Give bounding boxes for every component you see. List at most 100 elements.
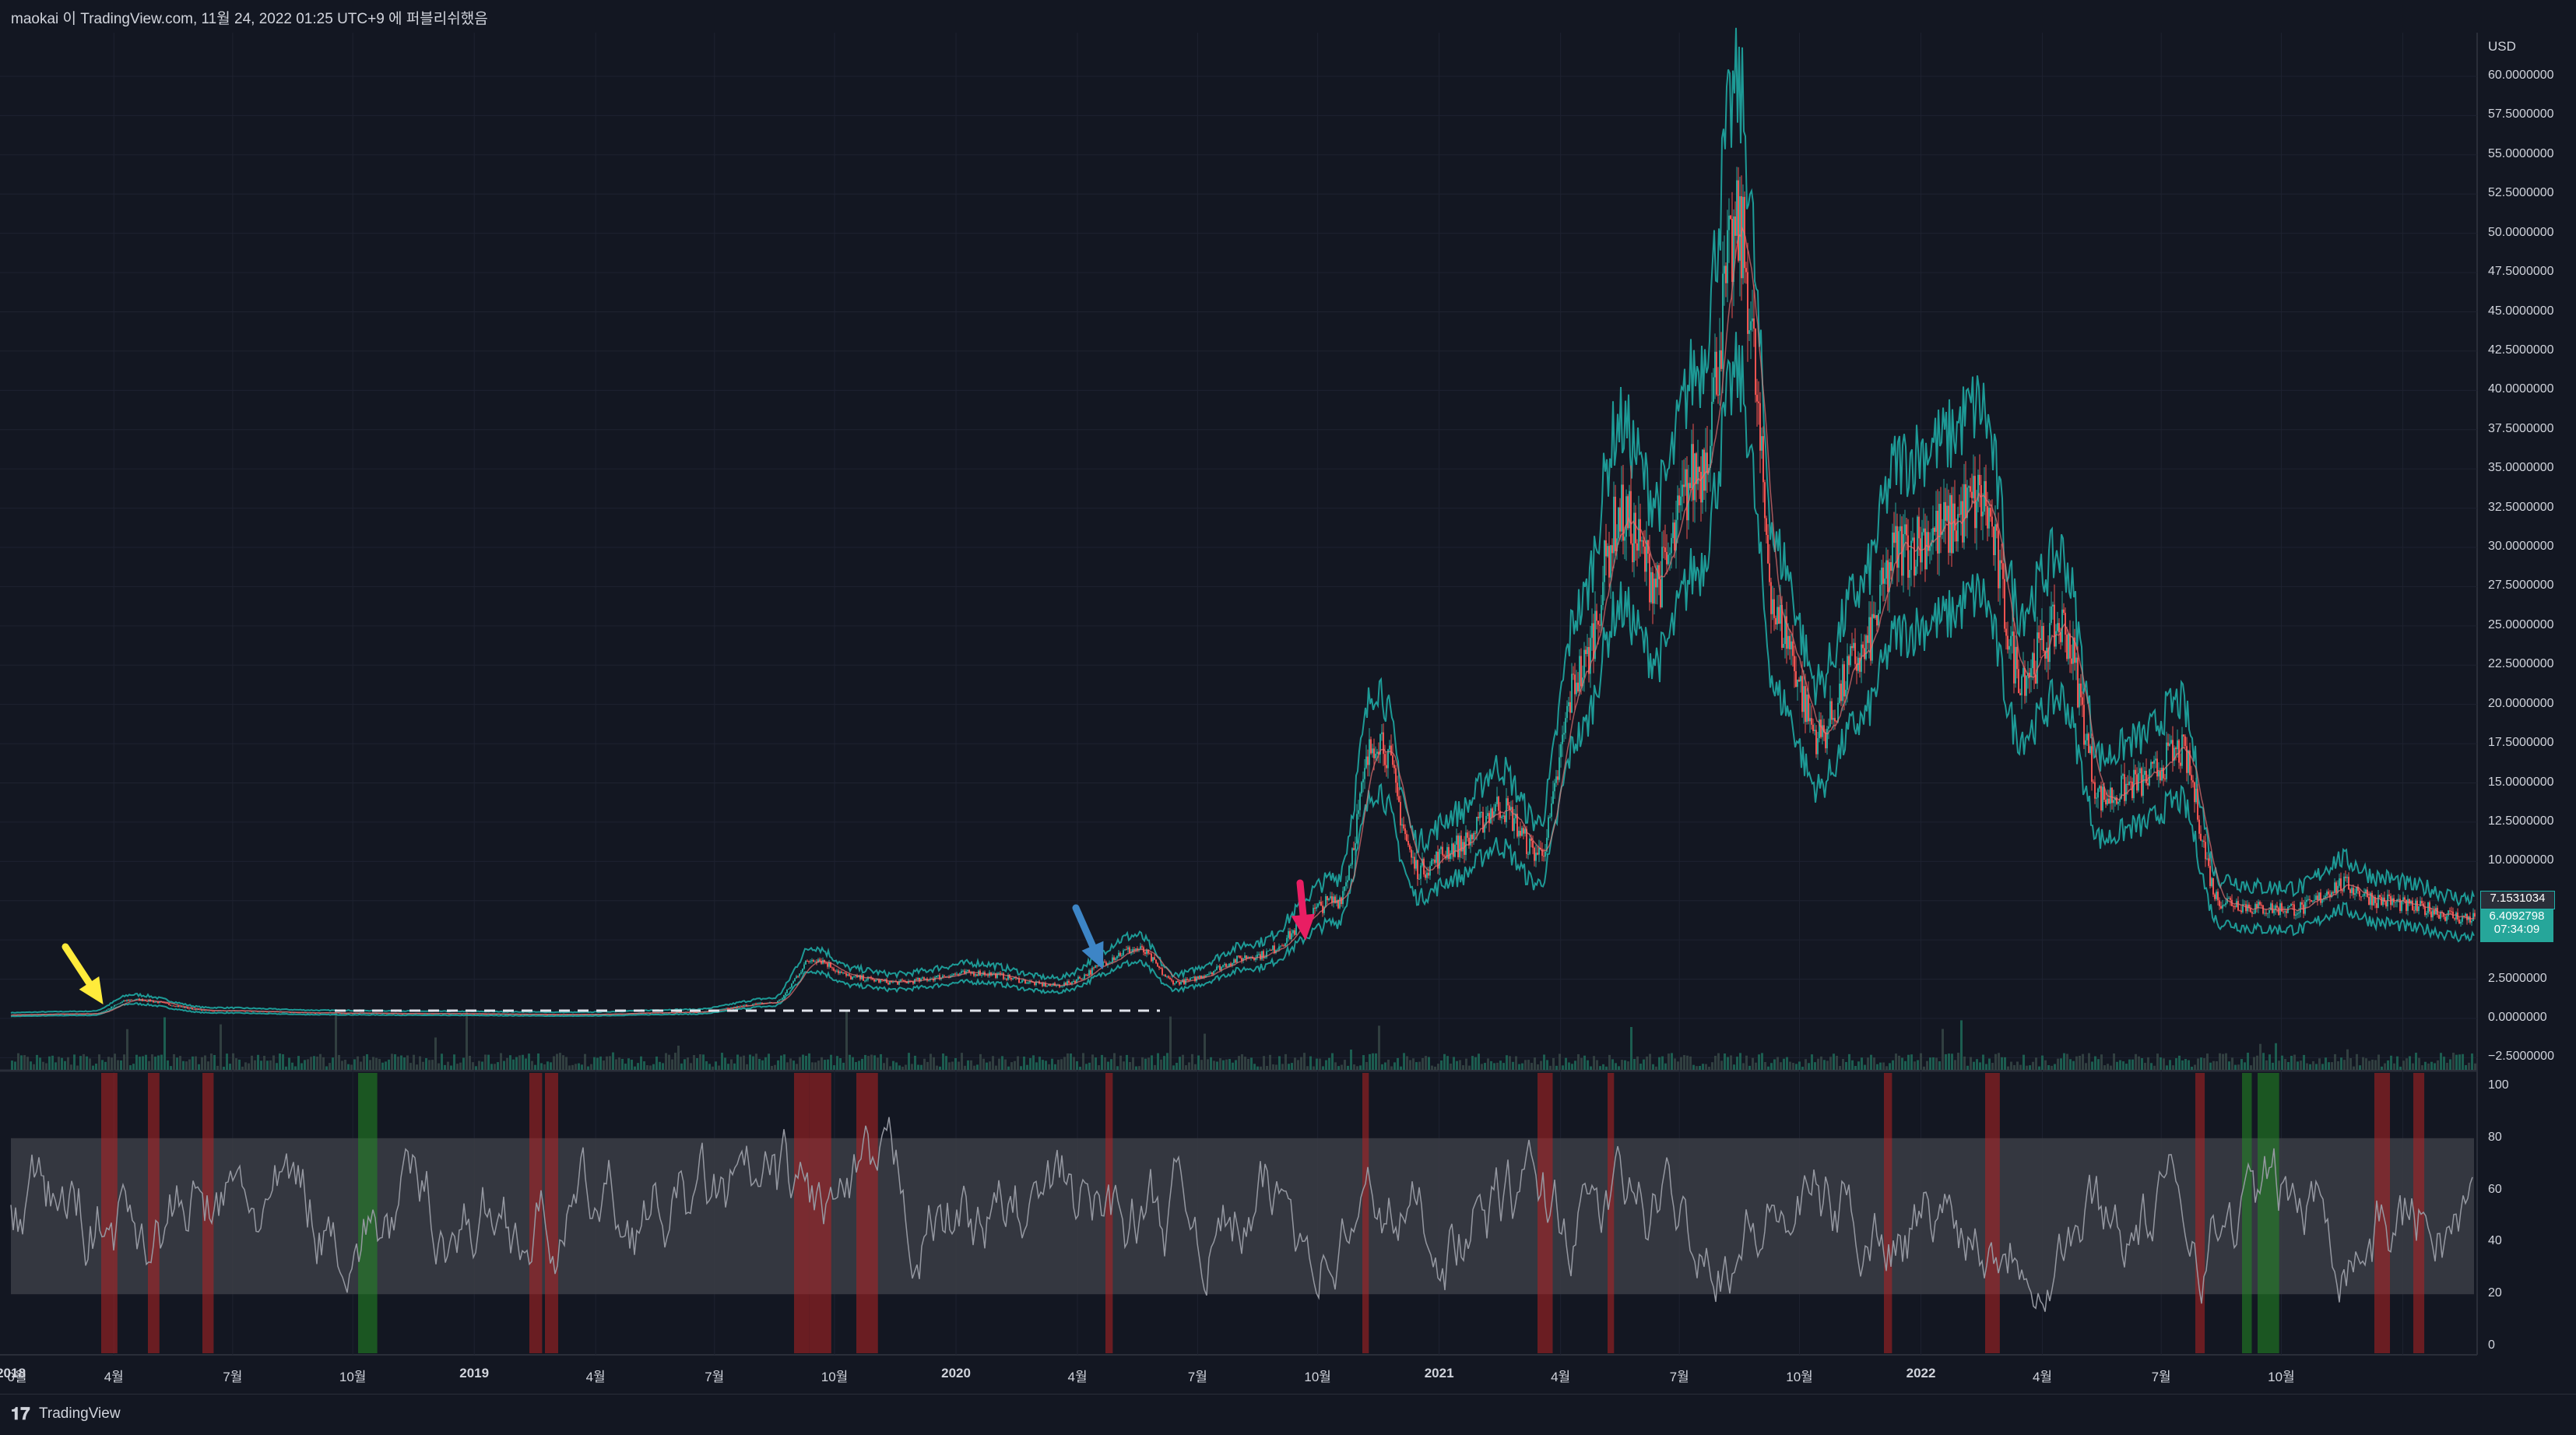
candle-body xyxy=(1566,705,1568,719)
yellow-arrow-icon[interactable] xyxy=(62,943,104,1005)
candle-body xyxy=(2261,904,2262,906)
symbol-legend[interactable]: ChainLink / US Dollar (calculated by Tra… xyxy=(20,40,903,60)
candle-body xyxy=(56,1014,58,1015)
volume-bar xyxy=(2337,1060,2339,1070)
candle-body xyxy=(1604,540,1605,582)
candle-body xyxy=(1411,849,1412,858)
volume-bar xyxy=(1487,1058,1489,1070)
volume-bar xyxy=(1892,1060,1894,1070)
volume-bar xyxy=(176,1057,178,1070)
candle-body xyxy=(260,1011,262,1012)
volume-bar xyxy=(1303,1053,1306,1070)
candle-body xyxy=(1597,621,1599,625)
candle-body xyxy=(522,1014,523,1015)
volume-bar xyxy=(1689,1056,1692,1070)
candle-body xyxy=(1653,579,1655,604)
candle-body xyxy=(2471,920,2472,923)
candle-body xyxy=(1682,484,1683,497)
volume-bar xyxy=(1060,1059,1063,1070)
candle-body xyxy=(1577,682,1579,691)
candle-body xyxy=(760,1002,761,1004)
candle-body xyxy=(1481,811,1482,813)
volume-bar xyxy=(2384,1063,2386,1070)
symbol-title[interactable]: ChainLink / US Dollar (calculated by Tra… xyxy=(20,44,406,59)
candle-body xyxy=(1417,860,1418,880)
candle-body xyxy=(850,976,852,980)
candle-body xyxy=(75,1013,76,1015)
candle-body xyxy=(864,980,866,982)
volume-bar xyxy=(2331,1062,2333,1070)
volume-bar xyxy=(107,1057,110,1070)
candle-body xyxy=(1018,978,1020,983)
candle-body xyxy=(1759,403,1761,451)
candle-body xyxy=(179,1006,181,1008)
candle-body xyxy=(1361,782,1362,793)
volume-bar xyxy=(2268,1054,2271,1070)
candle-body xyxy=(844,972,845,974)
volume-bar xyxy=(684,1059,686,1070)
volume-bar xyxy=(550,1062,552,1070)
rsi-signal-strip xyxy=(810,1073,831,1353)
volume-bar xyxy=(1658,1057,1661,1070)
candle-body xyxy=(1859,657,1861,672)
volume-bar xyxy=(705,1060,708,1070)
candle-body xyxy=(1091,967,1093,975)
candle-body xyxy=(1973,476,1974,498)
candle-body xyxy=(1636,543,1638,551)
candle-body xyxy=(299,1012,300,1014)
candle-body xyxy=(1711,402,1713,446)
candle-body xyxy=(525,1014,526,1015)
candle-body xyxy=(2233,906,2234,907)
candle-body xyxy=(476,1013,478,1015)
volume-bar xyxy=(758,1058,761,1070)
candle-body xyxy=(2206,858,2208,860)
candle-body xyxy=(360,1012,361,1014)
candle-body xyxy=(872,978,873,980)
volume-bar xyxy=(1147,1057,1150,1070)
volume-bar xyxy=(1328,1057,1330,1070)
blue-arrow-icon[interactable] xyxy=(1072,904,1104,969)
candle-body xyxy=(2474,913,2476,917)
candle-body xyxy=(1906,524,1907,536)
rsi-signal-strip xyxy=(545,1073,558,1353)
candle-body xyxy=(132,1000,134,1001)
candle-body xyxy=(620,1014,621,1015)
volume-bar xyxy=(2038,1066,2040,1070)
candle-body xyxy=(1957,514,1959,542)
candle-body xyxy=(1658,565,1660,579)
volume-bar xyxy=(1727,1057,1729,1070)
volume-bar xyxy=(1898,1055,1900,1070)
candle-body xyxy=(1141,946,1143,948)
volume-bar xyxy=(2471,1053,2473,1070)
volume-bar xyxy=(1101,1054,1103,1070)
magenta-arrow-icon[interactable] xyxy=(1291,879,1316,941)
footer-brand[interactable]: TradingView xyxy=(39,1405,121,1422)
candle-body xyxy=(2200,833,2202,841)
volume-bar xyxy=(466,1010,468,1070)
candle-body xyxy=(824,959,825,963)
candle-body xyxy=(1675,519,1677,550)
candle-body xyxy=(979,970,981,976)
candle-body xyxy=(1504,815,1506,822)
candle-body xyxy=(649,1013,651,1015)
candle-body xyxy=(1549,816,1551,818)
candle-body xyxy=(1635,512,1636,543)
candle-body xyxy=(833,968,835,971)
candle-body xyxy=(1418,878,1420,880)
volume-bar xyxy=(571,1064,574,1070)
volume-bar xyxy=(1708,1066,1710,1070)
price-tick-label: 10.0000000 xyxy=(2488,853,2554,867)
candle-body xyxy=(1474,832,1476,834)
candle-body xyxy=(1574,674,1576,695)
candle-body xyxy=(1281,945,1283,947)
volume-bar xyxy=(1026,1064,1028,1070)
candle-body xyxy=(90,1014,92,1015)
candle-body xyxy=(1892,532,1893,572)
volume-bar xyxy=(1885,1066,1888,1070)
volume-bar xyxy=(2069,1059,2072,1070)
tradingview-logo-icon[interactable]: 𝟏𝟕 xyxy=(11,1404,30,1423)
candle-body xyxy=(1850,645,1851,666)
candle-body xyxy=(1154,957,1155,960)
volume-bar xyxy=(341,1060,343,1070)
